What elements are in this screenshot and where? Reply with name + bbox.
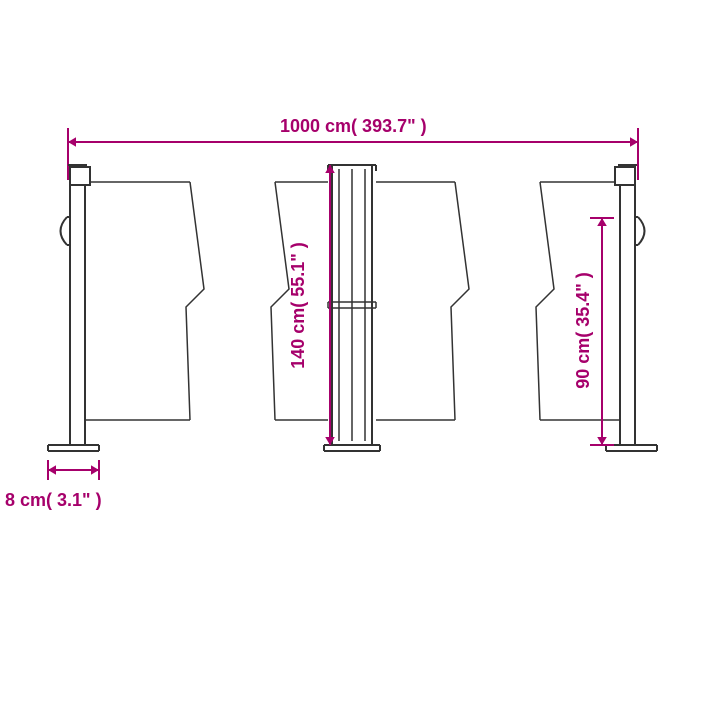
dimension-diagram xyxy=(0,0,705,705)
width-dimension-label: 1000 cm( 393.7" ) xyxy=(280,116,427,137)
post-height-dimension-label: 90 cm( 35.4" ) xyxy=(573,272,594,389)
height-dimension-label: 140 cm( 55.1" ) xyxy=(288,242,309,369)
base-width-dimension-label: 8 cm( 3.1" ) xyxy=(5,490,102,511)
